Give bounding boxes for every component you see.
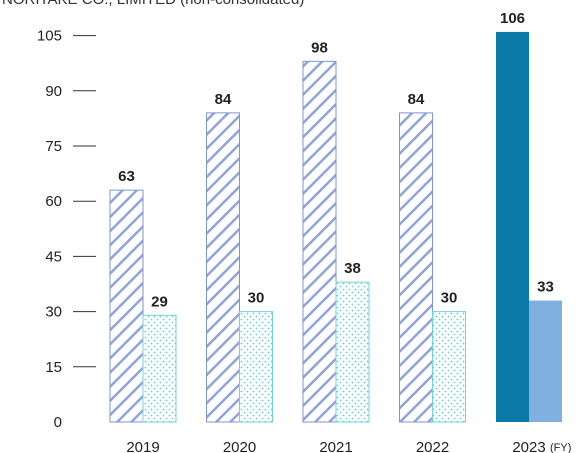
x-category-label-2019: 2019 [126,439,159,453]
value-label-series1-2020: 84 [215,91,232,108]
value-label-series1-2022: 84 [408,91,425,108]
value-label-series2-2019: 29 [151,293,168,310]
bar-series1-2019 [109,189,144,423]
x-category-label-2020: 2020 [223,439,256,453]
x-category-label-2022: 2022 [416,439,449,453]
y-tick-label-60: 60 [45,193,62,210]
value-labels-layer: 63 29 84 30 98 38 84 30 106 33 [118,10,554,310]
header-note: NORITAKE CO., LIMITED (non-consolidated) [2,0,304,8]
bar-series1-2021 [302,60,337,423]
bars-layer [109,31,562,423]
y-tick-label-15: 15 [45,359,62,376]
bar-series2-2023 [529,300,562,422]
value-label-series1-2021: 98 [311,39,328,56]
value-label-series1-2019: 63 [118,168,135,185]
bar-series2-2022 [432,311,466,423]
y-tick-label-105: 105 [37,28,62,45]
x-category-label-2023: 2023 [512,439,545,453]
bar-series1-2023 [496,31,529,422]
value-label-series2-2023: 33 [537,279,554,296]
x-unit-label: (FY) [550,442,571,453]
x-category-label-2021: 2021 [319,439,352,453]
value-label-series2-2022: 30 [441,290,458,307]
value-label-series2-2021: 38 [344,260,361,277]
y-tick-label-45: 45 [45,248,62,265]
y-axis: 0 15 30 45 60 75 90 105 [37,28,96,431]
bar-series2-2021 [335,281,370,423]
x-axis: 2019 2020 2021 2022 2023 (FY) [126,439,571,453]
y-tick-label-0: 0 [54,414,62,431]
bar-series2-2019 [142,314,177,423]
y-tick-label-30: 30 [45,304,62,321]
value-label-series2-2020: 30 [248,290,265,307]
bar-series1-2022 [399,112,433,423]
y-tick-label-90: 90 [45,83,62,100]
y-tick-label-75: 75 [45,138,62,155]
value-label-series1-2023: 106 [500,10,525,27]
bar-series1-2020 [206,112,240,423]
bar-series2-2020 [239,311,273,423]
